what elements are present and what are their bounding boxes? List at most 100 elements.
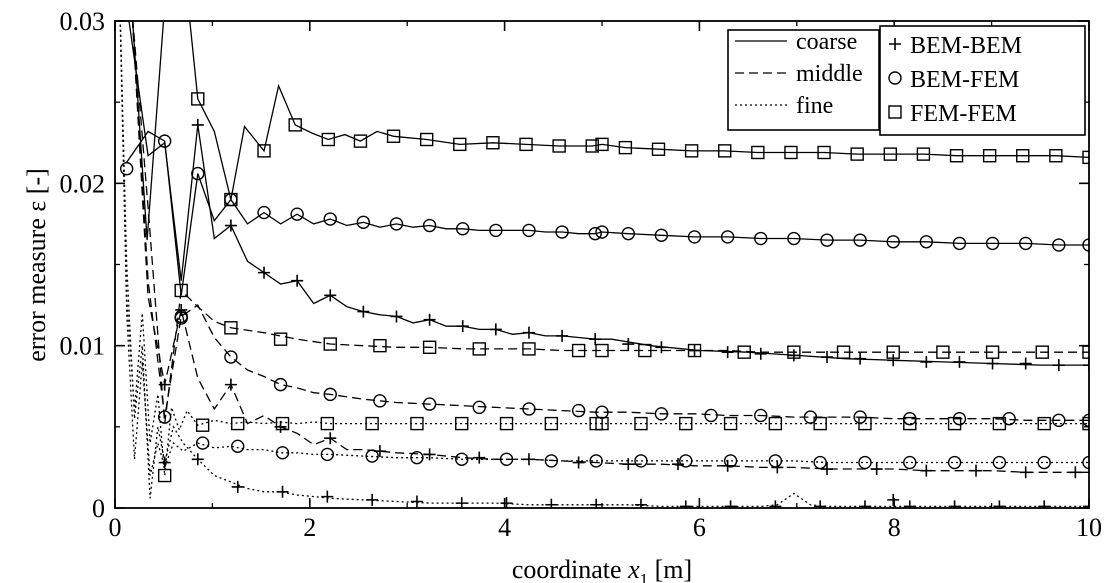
marker-square	[323, 337, 337, 351]
x-tick-label: 6	[693, 513, 706, 542]
marker-plus	[920, 355, 933, 368]
marker-circle	[1052, 413, 1066, 428]
marker-plus	[522, 453, 535, 466]
marker-circle	[654, 228, 669, 242]
marker-square	[787, 345, 801, 359]
marker-circle	[621, 226, 635, 241]
marker-square	[472, 342, 486, 356]
marker-square	[273, 332, 288, 346]
marker-square	[687, 343, 702, 358]
marker-square	[288, 118, 302, 132]
marker-circle	[422, 218, 437, 233]
legend-marker-bem-fem	[888, 71, 902, 85]
x-tick-label: 2	[303, 513, 316, 542]
marker-circle	[224, 192, 238, 207]
marker-plus	[231, 480, 244, 493]
marker-plus	[357, 305, 370, 318]
marker-plus	[473, 451, 486, 464]
marker-square	[257, 144, 271, 158]
marker-square	[455, 416, 469, 431]
marker-plus	[545, 498, 558, 508]
marker-plus	[870, 463, 883, 476]
marker-circle	[853, 233, 867, 247]
marker-plus	[655, 341, 668, 354]
line-middle-bem-fem	[131, 21, 1089, 421]
marker-circle	[522, 223, 536, 238]
marker-square	[985, 345, 1000, 359]
marker-circle	[544, 454, 559, 468]
marker-circle	[858, 455, 872, 470]
marker-circle	[323, 387, 337, 402]
marker-square	[595, 343, 609, 358]
series-coarse-bem-bem	[128, 21, 1089, 372]
marker-circle	[903, 455, 917, 470]
legend-label-fine: fine	[796, 93, 833, 119]
marker-circle	[522, 402, 536, 416]
marker-square	[1082, 345, 1089, 359]
series-fine-bem-fem	[119, 21, 1089, 476]
marker-plus	[858, 500, 871, 508]
marker-square	[916, 147, 931, 161]
marker-square	[751, 145, 765, 160]
marker-circle	[455, 452, 469, 466]
marker-square	[499, 416, 514, 431]
marker-square	[679, 416, 693, 431]
marker-square	[231, 416, 245, 431]
x-tick-label: 10	[1076, 513, 1102, 542]
marker-square	[836, 345, 851, 359]
marker-square	[813, 416, 827, 431]
marker-square	[519, 137, 533, 152]
marker-circle	[257, 205, 271, 220]
marker-plus	[820, 463, 833, 476]
marker-circle	[555, 225, 569, 239]
marker-square	[936, 345, 950, 359]
marker-circle	[1082, 455, 1089, 470]
marker-circle	[119, 162, 134, 176]
legend-linestyle-box	[727, 29, 880, 131]
marker-plus	[258, 266, 271, 279]
marker-square	[992, 416, 1007, 431]
marker-plus	[590, 498, 603, 508]
marker-square	[1082, 150, 1089, 165]
marker-plus	[390, 310, 403, 323]
marker-plus	[622, 338, 635, 351]
marker-square	[883, 147, 898, 161]
marker-plus	[679, 500, 692, 508]
line-middle-fem-fem	[132, 21, 1089, 424]
marker-circle	[456, 222, 470, 236]
marker-square	[157, 468, 172, 483]
marker-plus	[522, 326, 535, 339]
marker-square	[817, 145, 831, 160]
marker-circle	[952, 412, 967, 426]
marker-square	[684, 144, 699, 158]
series-middle-fem-fem	[132, 21, 1089, 424]
marker-plus	[787, 349, 800, 362]
marker-square	[595, 416, 609, 431]
legend-marker-bem-bem	[889, 38, 901, 50]
series-fine-bem-bem	[119, 21, 1089, 508]
marker-plus	[671, 458, 684, 471]
marker-square	[886, 345, 900, 359]
marker-plus	[324, 432, 337, 445]
marker-circle	[754, 231, 768, 246]
marker-square	[191, 92, 205, 106]
marker-circle	[422, 397, 437, 411]
marker-square	[949, 149, 964, 163]
marker-circle	[679, 454, 693, 468]
legend-label-bem-fem: BEM-FEM	[910, 67, 1019, 93]
marker-square	[453, 137, 467, 152]
marker-plus	[754, 347, 767, 360]
marker-square	[850, 147, 864, 161]
marker-circle	[320, 447, 335, 462]
marker-plus	[572, 456, 585, 469]
line-coarse-fem-fem	[132, 21, 1089, 241]
marker-plus	[1083, 500, 1089, 508]
marker-square	[784, 145, 798, 160]
marker-square	[410, 416, 424, 431]
marker-plus	[455, 497, 468, 508]
legend-markers-box	[879, 25, 1086, 136]
marker-circle	[952, 236, 967, 251]
marker-circle	[410, 450, 424, 465]
legend-label-middle: middle	[796, 61, 863, 87]
marker-circle	[365, 449, 379, 463]
